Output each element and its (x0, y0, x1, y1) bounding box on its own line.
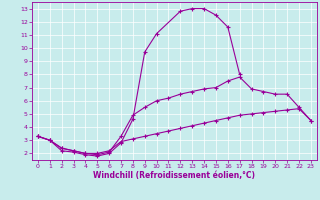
X-axis label: Windchill (Refroidissement éolien,°C): Windchill (Refroidissement éolien,°C) (93, 171, 255, 180)
